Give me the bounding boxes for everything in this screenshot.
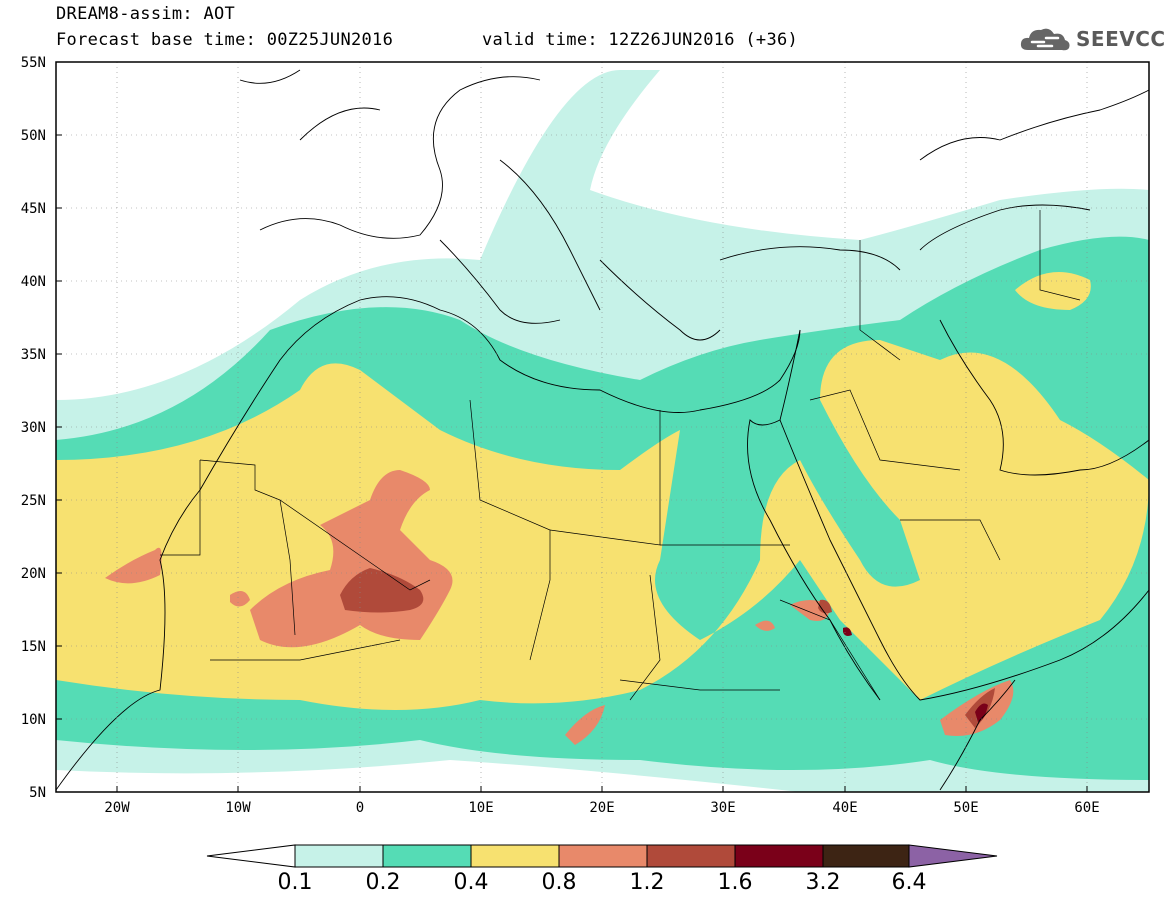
lat-label: 15N xyxy=(20,639,46,655)
lat-label: 40N xyxy=(20,274,46,290)
lon-label: 10E xyxy=(468,800,494,816)
map-grid xyxy=(56,62,1149,792)
colorbar-swatch xyxy=(734,844,824,868)
seevccc-logo: SEEVCCC xyxy=(1018,24,1165,54)
colorbar-label: 1.2 xyxy=(629,870,665,895)
lat-label: 55N xyxy=(20,55,46,71)
aot-level-5-area xyxy=(818,599,832,614)
lon-label: 30E xyxy=(710,800,736,816)
map-title: DREAM8-assim: AOT xyxy=(56,4,236,24)
forecast-base-time: Forecast base time: 00Z25JUN2016 xyxy=(56,30,394,50)
cloud-icon xyxy=(1020,28,1070,51)
lon-label: 60E xyxy=(1074,800,1100,816)
lon-label: 0 xyxy=(355,800,365,816)
colorbar-swatch xyxy=(382,844,472,868)
colorbar-under xyxy=(206,844,296,868)
lat-label: 20N xyxy=(20,566,46,582)
lon-label: 50E xyxy=(953,800,979,816)
lon-label: 20E xyxy=(589,800,615,816)
valid-time: valid time: 12Z26JUN2016 (+36) xyxy=(482,30,799,50)
lat-label: 25N xyxy=(20,493,46,509)
lat-label: 10N xyxy=(20,712,46,728)
coastlines xyxy=(56,69,1149,791)
colorbar-label: 3.2 xyxy=(805,870,841,895)
aot-level-3-area xyxy=(1015,272,1091,310)
colorbar-swatch xyxy=(646,844,736,868)
colorbar-label: 0.1 xyxy=(277,870,313,895)
colorbar-label: 0.2 xyxy=(365,870,401,895)
colorbar-swatch xyxy=(294,844,384,868)
lon-label: 10W xyxy=(225,800,251,816)
aot-level-6-area xyxy=(975,703,988,722)
lon-label: 40E xyxy=(832,800,858,816)
colorbar-label: 0.4 xyxy=(453,870,489,895)
lat-label: 45N xyxy=(20,201,46,217)
aot-level-4-area xyxy=(755,600,830,631)
aot-level-5-area xyxy=(340,568,424,613)
colorbar-label: 6.4 xyxy=(891,870,927,895)
aot-level-4-area xyxy=(105,547,162,584)
colorbar-over xyxy=(908,844,998,868)
country-borders xyxy=(160,210,1081,701)
lat-label: 35N xyxy=(20,347,46,363)
logo-text: SEEVCCC xyxy=(1076,27,1165,51)
lon-label: 20W xyxy=(104,800,130,816)
colorbar xyxy=(206,844,998,868)
colorbar-swatch xyxy=(470,844,560,868)
lat-label: 5N xyxy=(29,785,46,801)
lat-label: 30N xyxy=(20,420,46,436)
colorbar-label: 0.8 xyxy=(541,870,577,895)
map-frame xyxy=(55,61,1150,793)
aot-level-4-area xyxy=(565,705,605,745)
colorbar-swatch xyxy=(558,844,648,868)
colorbar-swatch xyxy=(822,844,910,868)
lat-label: 50N xyxy=(20,128,46,144)
aot-level-4-area xyxy=(230,591,250,607)
colorbar-label: 1.6 xyxy=(717,870,753,895)
aot-level-6-area xyxy=(843,627,852,636)
